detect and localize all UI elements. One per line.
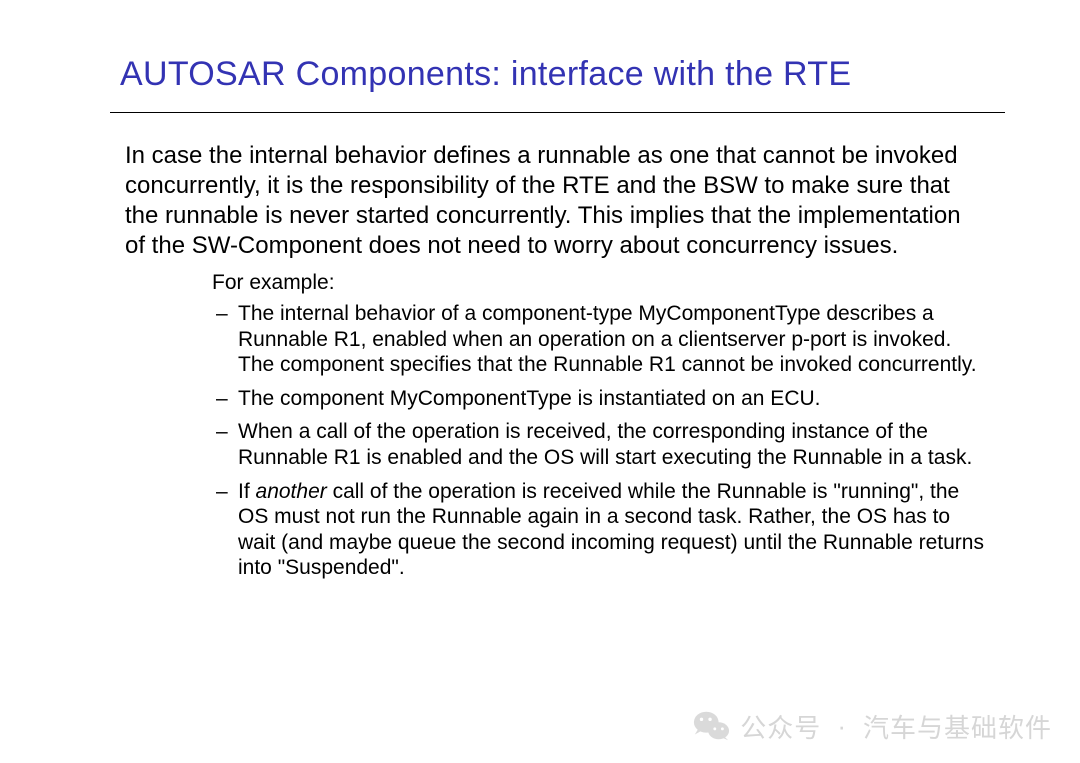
watermark-separator: · [837, 711, 847, 742]
slide-content: AUTOSAR Components: interface with the R… [0, 0, 1080, 629]
title-divider [110, 112, 1005, 113]
list-item: The component MyComponentType is instant… [212, 386, 985, 412]
list-item: If another call of the operation is rece… [212, 479, 985, 581]
intro-paragraph: In case the internal behavior defines a … [125, 141, 975, 261]
slide-title: AUTOSAR Components: interface with the R… [120, 55, 985, 94]
bullet4-prefix: If [238, 480, 256, 503]
wechat-icon [692, 707, 730, 745]
watermark-prefix: 公众号 [740, 708, 821, 745]
watermark: 公众号 · 汽车与基础软件 [692, 707, 1052, 745]
bullet-list: The internal behavior of a component-typ… [212, 301, 985, 581]
watermark-name: 汽车与基础软件 [863, 708, 1052, 745]
bullet4-rest: call of the operation is received while … [238, 480, 984, 580]
example-label: For example: [212, 271, 985, 295]
list-item: The internal behavior of a component-typ… [212, 301, 985, 378]
list-item: When a call of the operation is received… [212, 419, 985, 470]
bullet4-italic: another [256, 480, 327, 503]
